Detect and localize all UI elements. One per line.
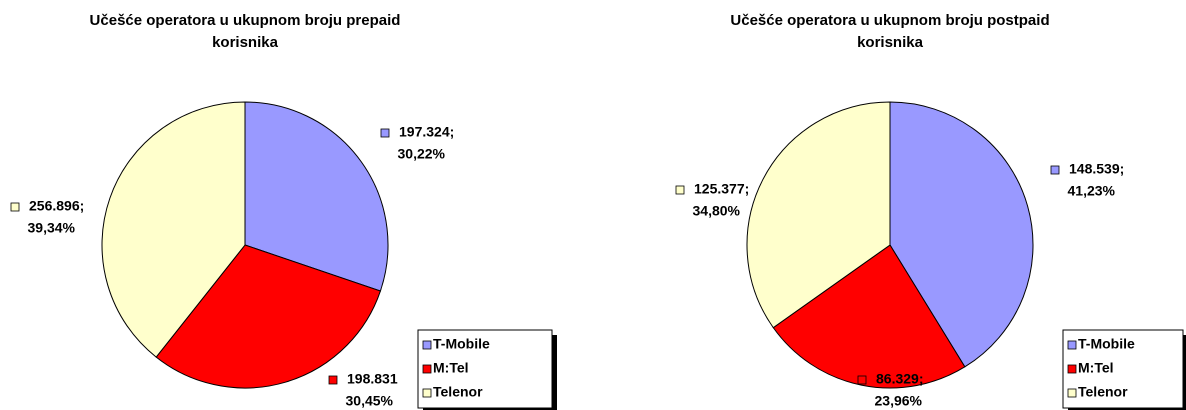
chart-title: Učešće operatora u ukupnom broju prepaid… bbox=[89, 12, 401, 51]
data-label: 30,22% bbox=[398, 146, 446, 162]
pie-slice bbox=[889, 101, 1034, 368]
legend bbox=[1062, 329, 1184, 409]
data-label: 197.324; bbox=[399, 124, 454, 140]
legend bbox=[417, 329, 553, 409]
data-label: 39,34% bbox=[28, 220, 76, 236]
legend-label: T-Mobile bbox=[433, 336, 490, 352]
legend-marker bbox=[1067, 364, 1077, 374]
legend-marker bbox=[422, 388, 432, 398]
data-label: 30,45% bbox=[346, 393, 394, 409]
data-label: 256.896; bbox=[29, 198, 84, 214]
data-label: 41,23% bbox=[1068, 183, 1116, 199]
legend-marker bbox=[422, 340, 432, 350]
pie-slice bbox=[155, 244, 382, 389]
label-marker bbox=[380, 128, 390, 138]
data-label: 125.377; bbox=[694, 181, 749, 197]
data-label: 86.329; bbox=[876, 371, 923, 387]
legend-label: T-Mobile bbox=[1078, 336, 1135, 352]
data-label: 34,80% bbox=[693, 203, 741, 219]
chart-title: Učešće operatora u ukupnom broju postpai… bbox=[730, 12, 1050, 51]
pie-slice bbox=[746, 101, 891, 329]
legend-marker bbox=[422, 364, 432, 374]
label-marker bbox=[857, 375, 867, 385]
label-marker bbox=[10, 202, 20, 212]
legend-label: M:Tel bbox=[1078, 360, 1114, 376]
label-marker bbox=[328, 375, 338, 385]
legend-marker bbox=[1067, 340, 1077, 350]
legend-label: Telenor bbox=[433, 384, 483, 400]
legend-label: Telenor bbox=[1078, 384, 1128, 400]
pie-slice bbox=[101, 101, 246, 358]
data-label: 23,96% bbox=[875, 393, 923, 409]
pie-slice bbox=[772, 244, 966, 389]
label-marker bbox=[1050, 165, 1060, 175]
label-marker bbox=[675, 185, 685, 195]
pie-slice bbox=[244, 101, 389, 292]
legend-marker bbox=[1067, 388, 1077, 398]
legend-label: M:Tel bbox=[433, 360, 469, 376]
data-label: 148.539; bbox=[1069, 161, 1124, 177]
data-label: 198.831 bbox=[347, 371, 398, 387]
